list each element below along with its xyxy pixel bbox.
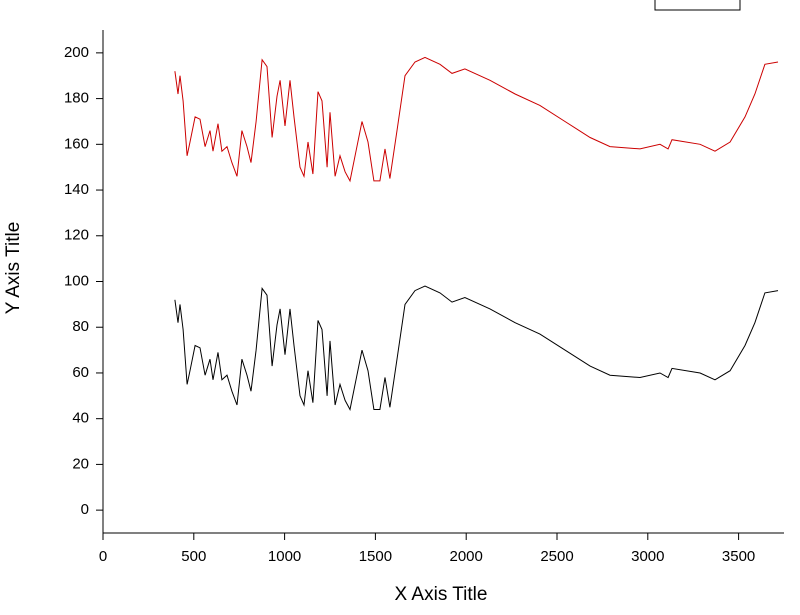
y-tick-label: 0 xyxy=(81,501,89,518)
x-tick-label: 500 xyxy=(181,548,206,565)
y-tick-label: 120 xyxy=(64,227,89,244)
y-tick-label: 180 xyxy=(64,90,89,107)
y-tick-label: 60 xyxy=(72,364,89,381)
data-line xyxy=(174,285,779,411)
y-tick-label: 80 xyxy=(72,318,89,335)
x-axis-title: X Axis Title xyxy=(395,584,488,605)
y-tick-label: 40 xyxy=(72,410,89,427)
y-axis-title: Y Axis Title xyxy=(3,222,24,315)
y-tick-label: 200 xyxy=(64,44,89,61)
x-tick-label: 2500 xyxy=(540,548,573,565)
x-tick-label: 0 xyxy=(99,548,107,565)
x-tick-label: 1500 xyxy=(359,548,392,565)
x-tick-label: 3500 xyxy=(722,548,755,565)
y-tick-label: 100 xyxy=(64,272,89,289)
y-tick-label: 20 xyxy=(72,455,89,472)
y-tick-label: 160 xyxy=(64,135,89,152)
x-tick-label: 1000 xyxy=(268,548,301,565)
x-tick-label: 3000 xyxy=(631,548,664,565)
y-tick-label: 140 xyxy=(64,181,89,198)
legend-box xyxy=(654,0,741,11)
data-line xyxy=(174,56,779,183)
x-tick-label: 2000 xyxy=(450,548,483,565)
